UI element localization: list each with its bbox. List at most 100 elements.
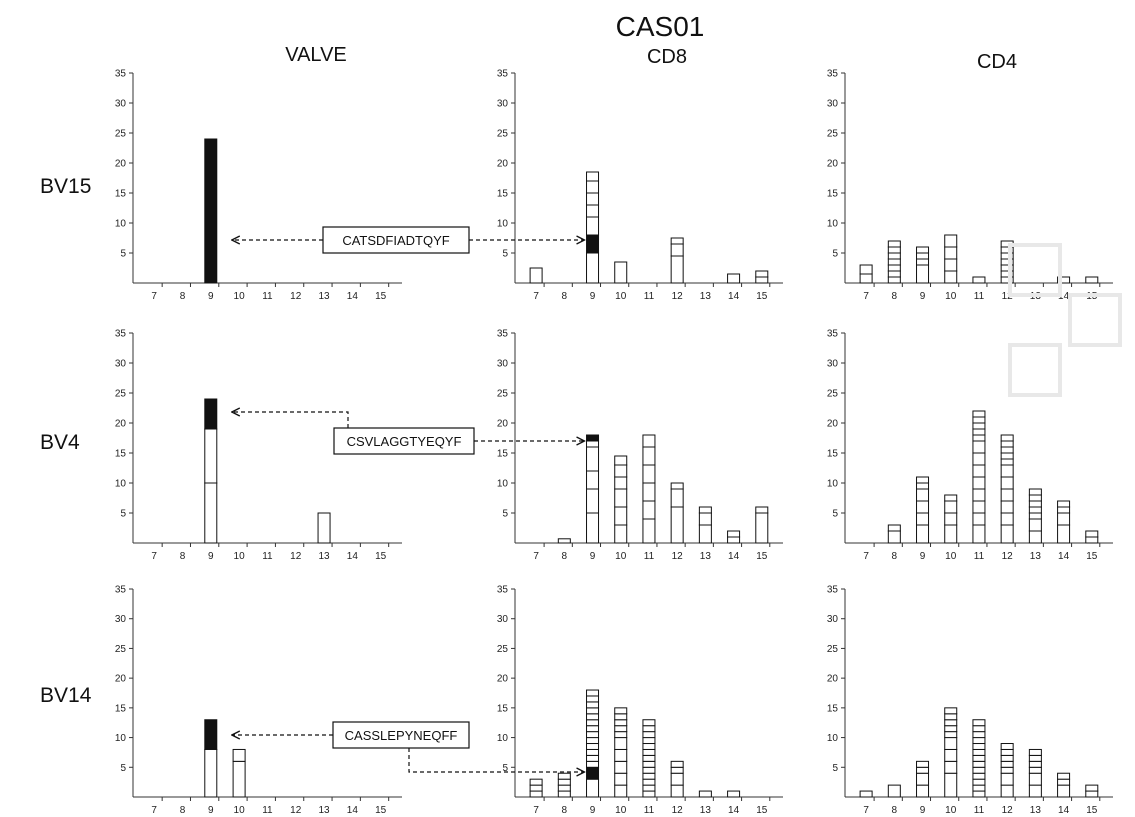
bar-segment-bv15-cd8-15-2	[755, 270, 769, 278]
x-tick-label-bv14-cd4-13: 13	[1030, 805, 1042, 816]
bar-segment-bv15-cd4-8-4	[887, 258, 901, 266]
bar-segment-bv14-cd8-8-3	[557, 778, 571, 786]
x-tick-label-bv14-valve-8: 8	[180, 805, 186, 816]
x-tick-label-bv14-valve-13: 13	[318, 805, 330, 816]
y-tick-label-bv14-valve-25: 25	[115, 644, 127, 655]
bar-bv4-cd8-8	[557, 538, 571, 544]
bar-segment-bv4-cd4-12-1	[1000, 524, 1014, 544]
bar-segment-bv14-cd8-9-15	[586, 689, 600, 697]
bar-segment-bv14-cd8-9-5	[586, 748, 600, 756]
x-tick-label-bv4-cd4-12: 12	[1002, 551, 1014, 562]
bar-segment-bv4-cd4-11-7	[972, 452, 986, 466]
bar-segment-bv4-cd4-11-4	[972, 488, 986, 502]
y-tick-label-bv14-valve-30: 30	[115, 614, 127, 625]
bar-segment-bv4-cd8-9-3	[586, 470, 600, 490]
y-tick-label-bv14-valve-35: 35	[115, 585, 127, 596]
bar-segment-bv15-cd4-8-3	[887, 264, 901, 272]
bar-segment-bv4-cd8-14-2	[727, 530, 741, 538]
bar-bv14-cd4-15	[1085, 784, 1099, 798]
bar-segment-bv14-cd4-13-1	[1028, 784, 1042, 798]
bar-segment-bv14-cd4-12-2	[1000, 772, 1014, 786]
bar-bv4-cd4-10	[944, 494, 958, 544]
x-tick-label-bv4-cd8-15: 15	[756, 551, 768, 562]
y-tick-label-bv15-cd8-10: 10	[497, 219, 509, 230]
bar-segment-bv14-cd8-12-1	[670, 784, 684, 798]
y-tick-label-bv15-cd8-35: 35	[497, 69, 509, 80]
bar-segment-bv4-cd8-14-1	[727, 536, 741, 544]
x-tick-label-bv14-cd4-8: 8	[892, 805, 898, 816]
y-tick-label-bv4-cd4-35: 35	[827, 329, 839, 340]
bar-segment-bv14-cd4-11-3	[972, 778, 986, 786]
bar-bv4-cd8-11	[642, 434, 656, 544]
bar-segment-bv4-cd4-12-8	[1000, 452, 1014, 460]
bar-bv15-cd8-9	[586, 171, 600, 284]
figure-title: CAS01	[616, 11, 705, 42]
bar-segment-bv4-cd8-11-6	[642, 434, 656, 448]
bar-segment-bv14-cd4-13-3	[1028, 766, 1042, 774]
y-tick-label-bv15-cd8-30: 30	[497, 99, 509, 110]
bar-segment-bv14-cd4-10-8	[944, 713, 958, 721]
bar-segment-bv14-cd8-10-9	[614, 713, 628, 721]
bar-segment-bv14-cd8-7-1	[529, 790, 543, 798]
bar-bv15-cd8-15	[755, 270, 769, 284]
x-tick-label-bv4-cd8-13: 13	[700, 551, 712, 562]
x-tick-label-bv15-cd8-7: 7	[533, 291, 539, 302]
bar-bv4-cd4-12	[1000, 434, 1014, 544]
bar-segment-bv15-cd8-9-2	[586, 234, 600, 254]
x-tick-label-bv4-valve-7: 7	[151, 551, 157, 562]
bar-segment-bv4-cd8-11-4	[642, 464, 656, 484]
bar-segment-bv14-cd4-14-3	[1057, 772, 1071, 780]
bar-segment-bv4-cd4-14-3	[1057, 506, 1071, 514]
y-tick-label-bv15-valve-35: 35	[115, 69, 127, 80]
x-tick-label-bv15-cd4-8: 8	[892, 291, 898, 302]
bar-segment-bv15-cd8-12-2	[670, 243, 684, 257]
y-tick-label-bv4-valve-15: 15	[115, 449, 127, 460]
bar-segment-bv14-cd4-10-9	[944, 707, 958, 715]
bar-segment-bv4-valve-9-2	[204, 428, 218, 484]
bar-segment-bv15-valve-9-1	[204, 138, 218, 284]
bar-segment-bv14-cd4-10-6	[944, 725, 958, 733]
bar-segment-bv14-cd4-10-1	[944, 772, 958, 798]
bar-segment-bv14-cd4-13-4	[1028, 760, 1042, 768]
bar-segment-bv14-cd8-11-7	[642, 754, 656, 762]
bar-segment-bv4-cd4-11-5	[972, 476, 986, 490]
row-label-bv15: BV15	[40, 175, 91, 198]
x-tick-label-bv15-cd4-14: 14	[1058, 291, 1070, 302]
x-tick-label-bv14-valve-10: 10	[234, 805, 246, 816]
y-tick-label-bv14-cd8-25: 25	[497, 644, 509, 655]
watermark-logo	[1008, 243, 1122, 397]
y-tick-label-bv4-valve-10: 10	[115, 479, 127, 490]
x-tick-label-bv15-valve-12: 12	[290, 291, 302, 302]
bar-segment-bv4-cd4-15-2	[1085, 530, 1099, 538]
y-tick-label-bv4-valve-20: 20	[115, 419, 127, 430]
x-tick-label-bv15-cd4-12: 12	[1002, 291, 1014, 302]
y-tick-label-bv14-cd8-15: 15	[497, 703, 509, 714]
bar-segment-bv14-cd8-10-2	[614, 772, 628, 786]
column-title-cd4: CD4	[977, 51, 1017, 73]
bar-segment-bv15-cd8-9-6	[586, 180, 600, 194]
bar-segment-bv4-cd8-9-6	[586, 434, 600, 442]
x-tick-label-bv14-cd4-10: 10	[945, 805, 957, 816]
x-tick-label-bv14-cd8-7: 7	[533, 805, 539, 816]
bar-segment-bv4-cd4-12-10	[1000, 440, 1014, 448]
bar-segment-bv4-cd8-10-4	[614, 476, 628, 490]
x-tick-label-bv4-cd8-7: 7	[533, 551, 539, 562]
y-tick-label-bv4-cd8-10: 10	[497, 479, 509, 490]
bar-segment-bv15-cd4-9-3	[916, 252, 930, 260]
y-tick-label-bv4-cd4-30: 30	[827, 359, 839, 370]
bar-bv4-valve-9	[204, 398, 218, 544]
bar-segment-bv14-cd4-11-8	[972, 748, 986, 756]
bar-segment-bv4-valve-13-1	[317, 512, 331, 544]
bar-segment-bv15-cd4-8-6	[887, 246, 901, 254]
y-tick-label-bv15-cd4-10: 10	[827, 219, 839, 230]
y-tick-label-bv4-cd4-25: 25	[827, 389, 839, 400]
bar-segment-bv14-cd8-9-1	[586, 778, 600, 798]
bar-bv15-valve-9	[204, 138, 218, 284]
bar-bv14-cd4-14	[1057, 772, 1071, 798]
bar-bv15-cd4-9	[916, 246, 930, 284]
bar-segment-bv4-cd8-15-1	[755, 512, 769, 544]
y-tick-label-bv4-valve-5: 5	[120, 509, 126, 520]
x-tick-label-bv4-cd4-11: 11	[974, 551, 985, 562]
x-tick-label-bv4-valve-12: 12	[290, 551, 302, 562]
